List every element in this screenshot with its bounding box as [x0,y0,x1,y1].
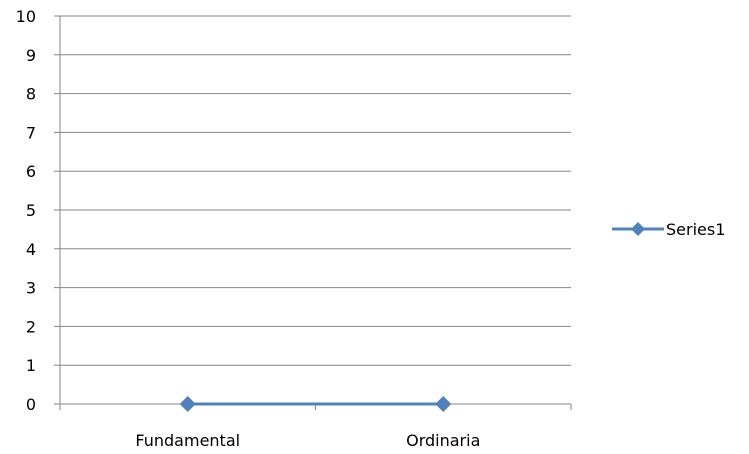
axes [54,15,572,410]
y-tick-label-9: 9 [26,46,36,65]
x-tick-label-fundamental: Fundamental [135,431,240,450]
legend-marker-series1 [631,222,645,236]
y-tick-label-7: 7 [26,123,36,142]
series-plot [179,396,452,412]
gridlines [60,15,571,366]
y-tick-label-2: 2 [26,317,36,336]
legend-label-series1: Series1 [666,220,725,239]
y-tick-label-1: 1 [26,356,36,375]
tick-labels: 0 1 2 3 4 5 6 7 8 9 10 Fundamental Ordinaria [16,7,481,450]
data-point-ordinaria [435,396,452,412]
y-tick-label-8: 8 [26,85,36,104]
y-tick-label-6: 6 [26,162,36,181]
x-tick-label-ordinaria: Ordinaria [406,431,480,450]
y-tick-label-3: 3 [26,279,36,298]
y-tick-label-5: 5 [26,201,36,220]
data-point-fundamental [179,396,196,412]
legend: Series1 [612,220,725,239]
y-tick-label-10: 10 [16,7,36,26]
y-tick-label-4: 4 [26,240,36,259]
y-tick-label-0: 0 [26,395,36,414]
